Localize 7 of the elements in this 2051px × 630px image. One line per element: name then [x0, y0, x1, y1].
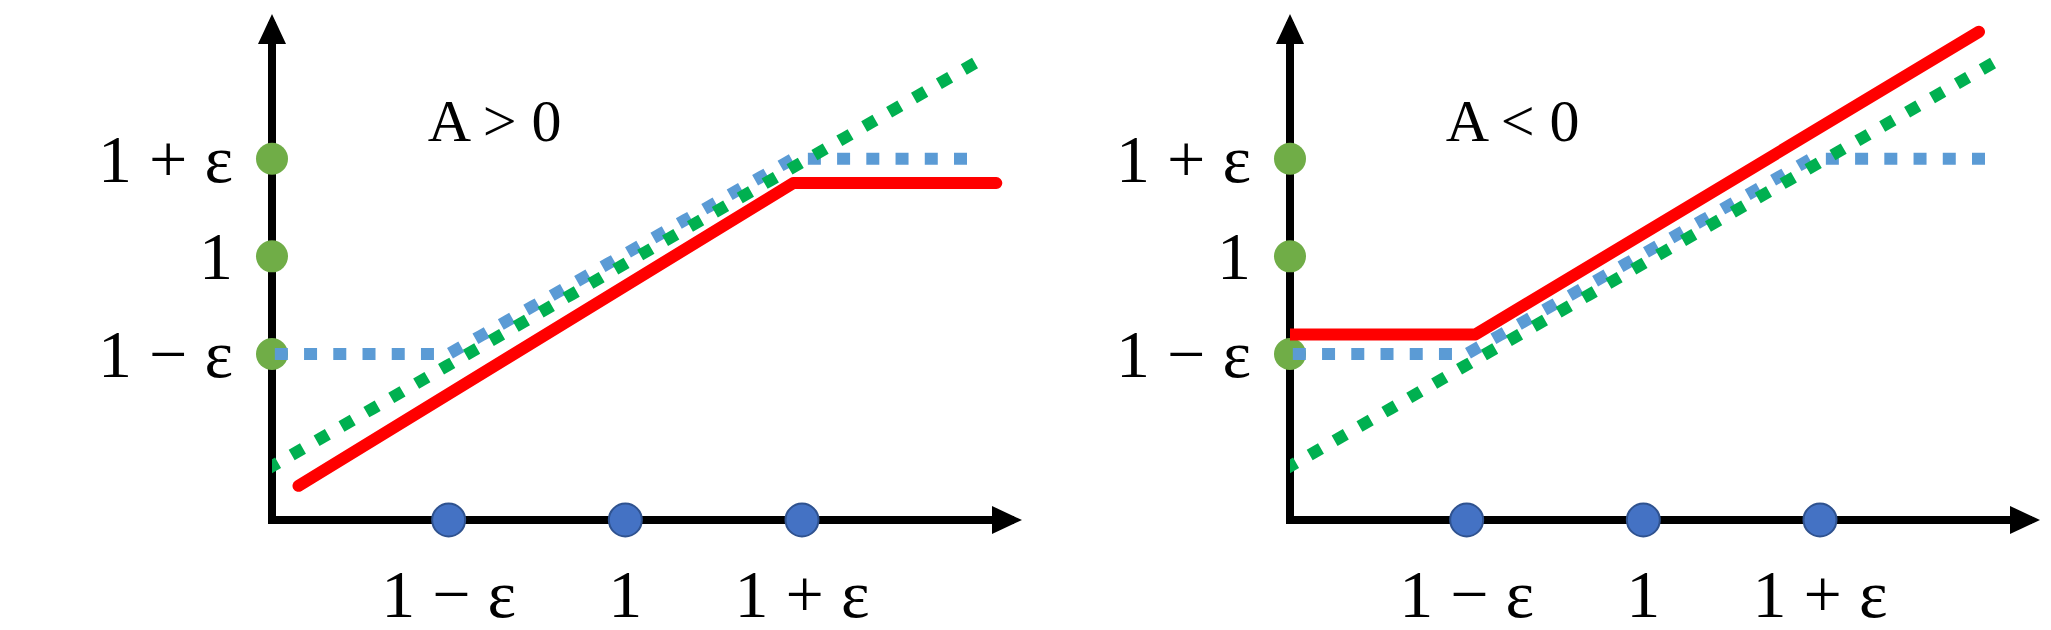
x-tick-label: 1	[1626, 556, 1661, 630]
x-tick-label: 1 + ε	[1752, 556, 1888, 630]
text: A < 0	[1445, 87, 1580, 154]
y-tick-label: 1	[1217, 218, 1251, 295]
x-tick-label: 1 − ε	[1399, 556, 1535, 630]
y-tick-label: 1 + ε	[1116, 120, 1251, 197]
y-tick-label: 1 − ε	[1116, 316, 1251, 392]
